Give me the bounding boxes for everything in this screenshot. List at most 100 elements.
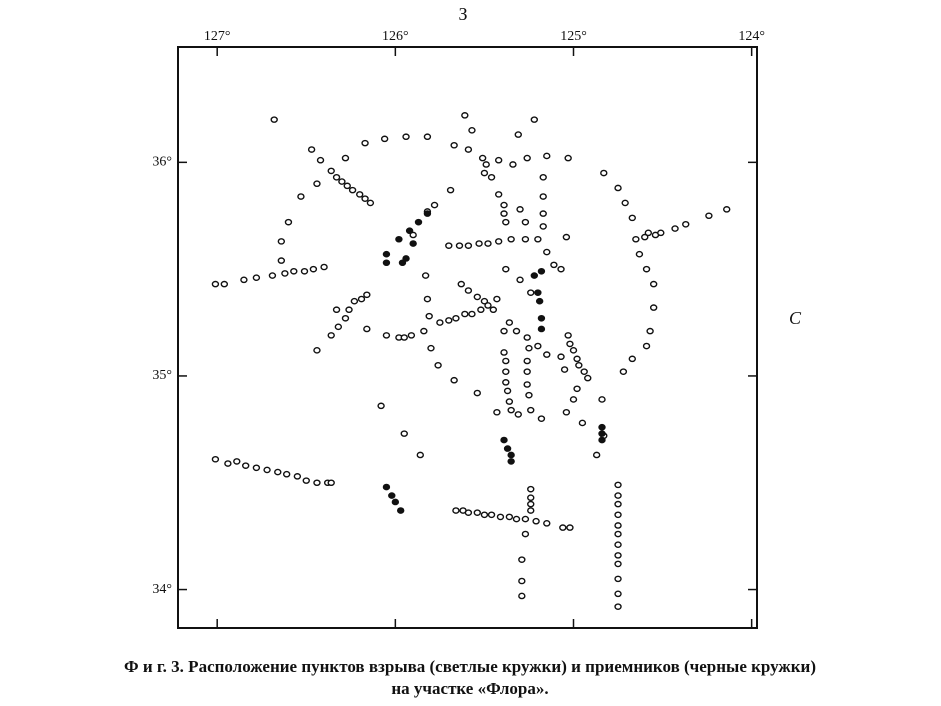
- shot-point: [240, 276, 248, 284]
- shot-point: [464, 509, 473, 516]
- shot-point: [464, 242, 473, 249]
- shot-point: [532, 517, 540, 525]
- shot-point: [445, 317, 453, 324]
- shot-point: [578, 419, 587, 427]
- shot-point: [302, 477, 310, 484]
- receiver-point: [395, 235, 403, 243]
- shot-point: [480, 511, 489, 519]
- shot-point: [502, 368, 510, 375]
- shot-point: [534, 235, 542, 243]
- shot-point: [473, 293, 481, 301]
- shot-point: [598, 396, 606, 403]
- shot-point: [436, 319, 444, 326]
- receiver-point: [396, 507, 405, 514]
- shot-point: [464, 287, 473, 294]
- shot-point: [468, 127, 476, 134]
- compass-label: З: [458, 4, 467, 24]
- shot-point: [514, 411, 522, 418]
- shot-point: [423, 295, 432, 303]
- shot-point: [619, 368, 628, 375]
- shot-point: [327, 167, 335, 175]
- shot-point: [502, 218, 510, 226]
- shot-point: [343, 182, 351, 190]
- shot-point: [539, 210, 547, 217]
- caption-line: Ф и г. 3. Расположение пунктов взрыва (с…: [124, 657, 816, 676]
- shot-point: [509, 161, 517, 168]
- shot-point: [657, 229, 665, 237]
- receiver-point: [503, 445, 512, 452]
- shot-point: [211, 455, 220, 463]
- shot-point: [263, 466, 271, 474]
- shot-point: [332, 173, 341, 181]
- shot-point: [614, 500, 622, 508]
- shot-point: [614, 603, 622, 610]
- shot-point: [628, 355, 636, 363]
- shot-point: [274, 468, 282, 476]
- shot-point: [480, 169, 489, 177]
- shot-point: [600, 169, 608, 177]
- shot-point: [614, 522, 622, 529]
- shot-point: [518, 592, 526, 600]
- shot-point: [521, 530, 530, 538]
- shot-point: [527, 485, 535, 493]
- shot-point: [562, 233, 571, 241]
- shot-point: [220, 280, 229, 288]
- shot-point: [649, 304, 658, 311]
- shot-point: [505, 513, 514, 521]
- x-tick-label: 127°: [204, 29, 231, 44]
- shot-point: [252, 464, 261, 472]
- shot-point: [525, 391, 533, 399]
- receiver-point: [598, 436, 606, 444]
- shot-point: [423, 133, 432, 141]
- shot-point: [543, 248, 551, 256]
- shot-point: [632, 235, 640, 243]
- shot-point: [464, 146, 473, 153]
- receiver-point: [405, 227, 414, 234]
- shot-point: [539, 223, 547, 230]
- shot-point: [455, 242, 464, 249]
- shot-point: [559, 524, 567, 531]
- shot-point: [377, 402, 385, 410]
- shot-point: [543, 351, 551, 358]
- shot-point: [475, 240, 483, 247]
- shot-point: [494, 156, 503, 164]
- shot-point: [641, 233, 649, 241]
- shot-point: [452, 314, 460, 322]
- receiver-point: [402, 255, 410, 262]
- shot-point: [425, 312, 433, 320]
- shot-point: [530, 116, 539, 123]
- shot-point: [500, 327, 508, 335]
- shot-point: [366, 199, 375, 207]
- shot-point: [523, 368, 531, 375]
- shot-point: [338, 178, 346, 185]
- shot-point: [316, 156, 325, 164]
- shot-point: [313, 479, 321, 487]
- shot-point: [614, 541, 622, 548]
- shot-point: [543, 152, 551, 160]
- shot-point: [282, 470, 291, 478]
- shot-point: [614, 575, 622, 583]
- shot-point: [642, 265, 651, 273]
- shot-point: [527, 500, 535, 508]
- shot-point: [281, 270, 289, 277]
- shot-point: [507, 235, 515, 243]
- shot-point: [642, 342, 651, 350]
- shot-point: [450, 376, 458, 384]
- shot-point: [573, 355, 581, 363]
- shot-point: [557, 265, 565, 273]
- shot-point: [557, 353, 565, 361]
- shot-point: [482, 161, 490, 168]
- shot-point: [300, 267, 309, 275]
- shot-point: [580, 368, 588, 375]
- receiver-point: [598, 423, 606, 431]
- shot-point: [341, 154, 350, 162]
- shot-point: [646, 327, 654, 335]
- shot-point: [566, 524, 574, 531]
- shot-point: [527, 494, 535, 502]
- shot-point: [502, 379, 510, 386]
- shot-point: [527, 406, 535, 414]
- shot-point: [313, 347, 321, 354]
- shot-point: [487, 173, 496, 181]
- x-tick-label: 126°: [382, 29, 409, 44]
